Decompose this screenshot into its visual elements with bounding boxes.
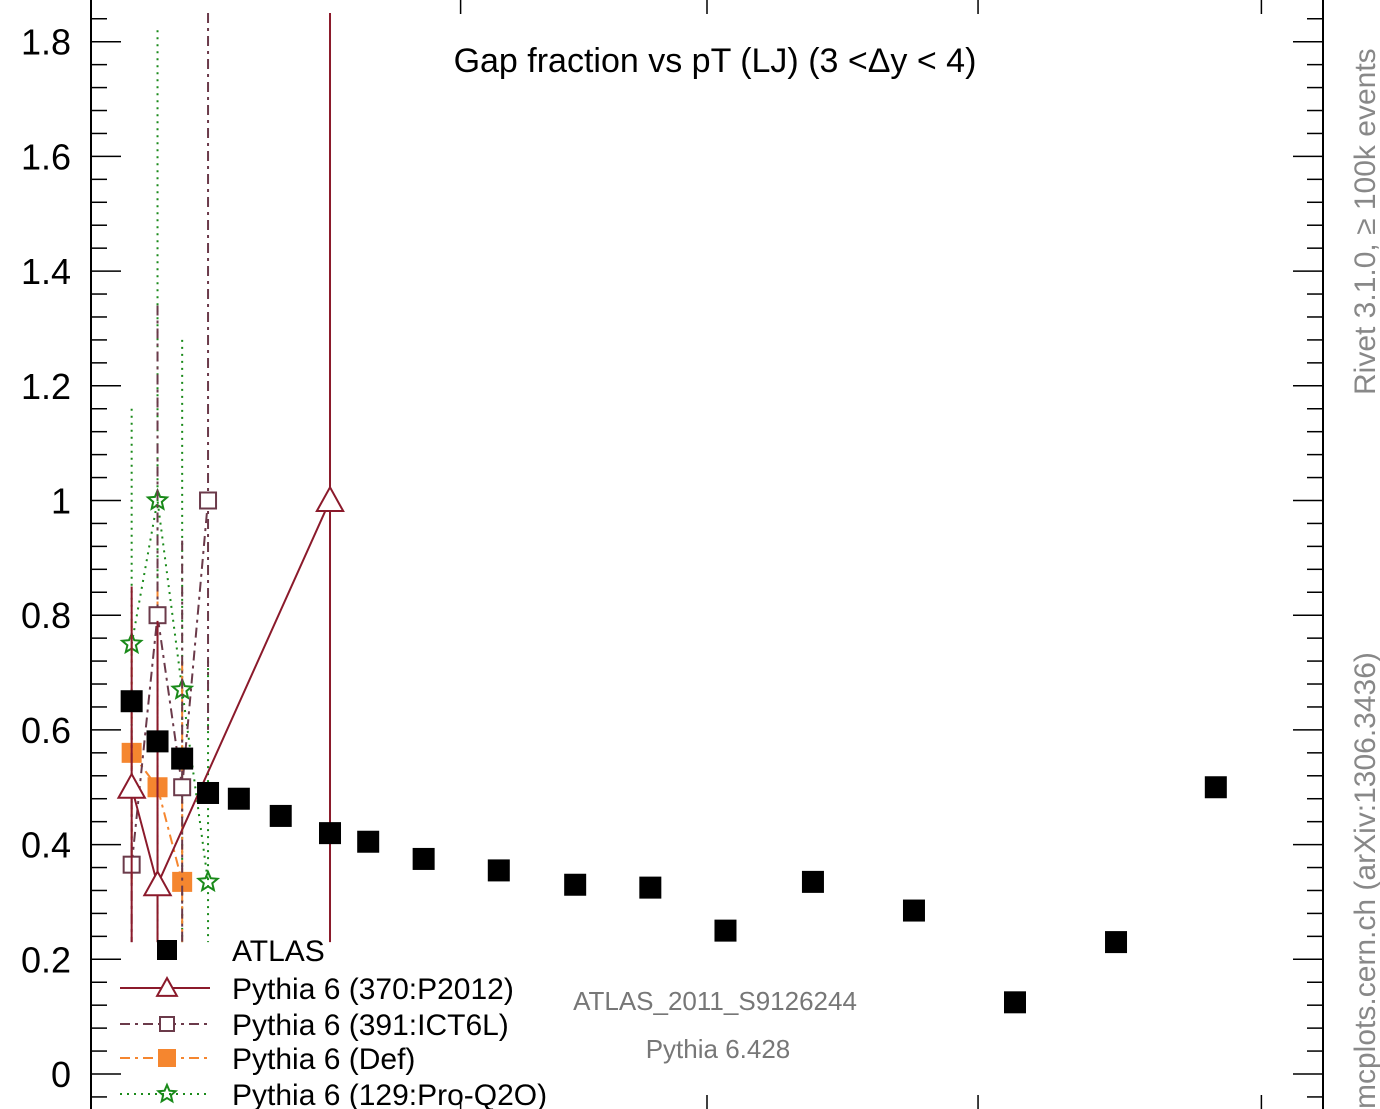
legend-label: ATLAS	[232, 935, 325, 968]
data-point	[197, 781, 220, 804]
data-point	[1204, 776, 1227, 799]
data-point	[148, 606, 167, 625]
x-axis-ticks	[459, 0, 1263, 1109]
data-point	[315, 485, 345, 513]
y-tick-label: 0	[51, 1054, 71, 1095]
data-point	[319, 822, 342, 845]
legend-label: Pythia 6 (Def)	[232, 1043, 415, 1076]
series-line	[130, 500, 209, 865]
data-point	[714, 919, 737, 942]
series-0	[120, 690, 1227, 1014]
data-point	[172, 871, 193, 892]
plot-frame	[90, 0, 1324, 1109]
y-tick-label: 0.6	[21, 710, 71, 751]
data-point	[902, 899, 925, 922]
data-point	[173, 778, 192, 797]
y-tick-label: 1.4	[21, 251, 71, 292]
y-tick-label: 0.8	[21, 595, 71, 636]
data-point	[1105, 931, 1128, 954]
legend-entry: Pythia 6 (129:Pro-Q2O)	[120, 1079, 547, 1109]
legend-entry: Pythia 6 (370:P2012)	[120, 973, 514, 1006]
data-point	[357, 830, 380, 853]
y-tick-label: 1.2	[21, 366, 71, 407]
y-axis-ticks: 1.8 1.6 1.4 1.2 1 0.8 0.6 0.4 0.2 0	[21, 18, 1323, 1098]
mcplots-reference-label: mcplots.cern.ch (arXiv:1306.3436)	[1349, 652, 1380, 1109]
legend: ATLAS Pythia 6 (370:P2012)Pythia 6 (391:I…	[120, 935, 547, 1109]
data-point	[639, 876, 662, 899]
legend-marker	[155, 976, 179, 997]
data-point	[564, 873, 587, 896]
y-tick-label: 0.4	[21, 825, 71, 866]
y-tick-label: 0.2	[21, 939, 71, 980]
data-point	[116, 771, 147, 799]
series-line	[130, 500, 209, 883]
series-layer	[116, 13, 1227, 1014]
chart-title: Gap fraction vs pT (LJ) (3 <Δy < 4)	[454, 42, 977, 80]
watermark-generator: Pythia 6.428	[646, 1034, 791, 1064]
legend-marker	[155, 1082, 179, 1104]
data-point	[227, 787, 250, 810]
data-point	[196, 869, 221, 893]
series-1	[116, 13, 345, 943]
rivet-version-label: Rivet 3.1.0, ≥ 100k events	[1349, 48, 1380, 395]
data-point	[487, 859, 510, 882]
legend-marker	[158, 1049, 176, 1067]
y-tick-label: 1	[51, 481, 71, 522]
legend-label: Pythia 6 (370:P2012)	[232, 973, 514, 1006]
data-point	[171, 747, 194, 770]
legend-label: Pythia 6 (391:ICT6L)	[232, 1009, 509, 1042]
legend-marker	[159, 1016, 175, 1032]
data-point	[801, 870, 824, 893]
data-point	[1004, 991, 1026, 1014]
data-point	[120, 690, 143, 713]
legend-marker	[157, 940, 177, 960]
data-point	[146, 730, 169, 753]
data-point	[142, 869, 173, 897]
y-tick-label: 1.6	[21, 136, 71, 177]
data-point	[412, 847, 435, 870]
legend-entry: Pythia 6 (Def)	[120, 1043, 415, 1076]
legend-label: Pythia 6 (129:Pro-Q2O)	[232, 1079, 547, 1109]
y-tick-label: 1.8	[21, 22, 71, 63]
legend-entry: ATLAS	[157, 935, 325, 968]
watermark-analysis: ATLAS_2011_S9126244	[573, 986, 857, 1016]
legend-entry: Pythia 6 (391:ICT6L)	[120, 1009, 509, 1042]
data-point	[199, 491, 218, 510]
series-line	[130, 500, 331, 888]
data-point	[269, 804, 292, 827]
